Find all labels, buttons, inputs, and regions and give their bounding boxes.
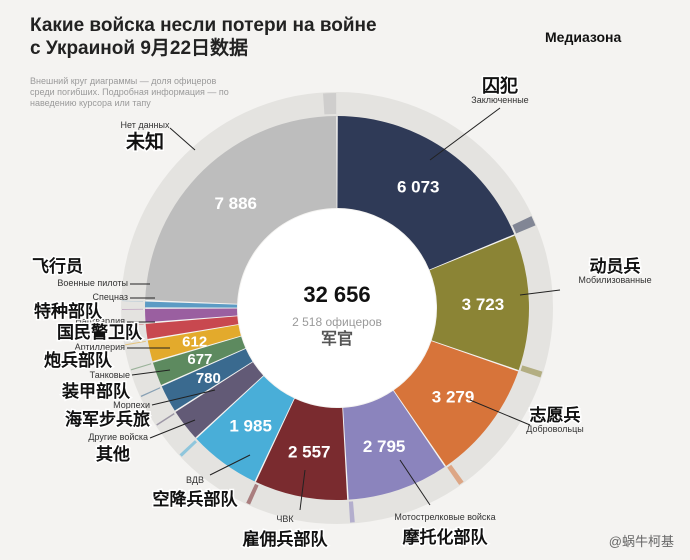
label-cn-3: 摩托化部队 (403, 527, 489, 547)
value-label-4: 2 557 (288, 442, 331, 461)
label-cn-1: 动员兵 (590, 256, 641, 276)
chart-subtitle: Внешний круг диаграммы — доля офицеров с… (30, 76, 229, 108)
officer-ring-3 (348, 501, 355, 523)
label-cn-13: 未知 (125, 130, 164, 153)
slice-9[interactable] (147, 324, 241, 362)
watermark: @蜗牛柯基 (608, 534, 674, 549)
slice-10[interactable] (145, 316, 239, 339)
officer-ring-5 (179, 440, 197, 457)
slice-11[interactable] (145, 308, 238, 323)
officer-ring-9 (125, 340, 146, 346)
officer-ring-8 (130, 363, 152, 371)
officer-ring-4 (246, 483, 259, 505)
label-ru-9: Артиллерия (75, 342, 126, 352)
value-label-7: 780 (196, 370, 221, 387)
value-label-8: 677 (187, 351, 212, 368)
slice-0[interactable] (337, 116, 515, 270)
officer-ring-6 (156, 413, 175, 426)
label-cn-8: 装甲部队 (61, 381, 131, 401)
leader-line-2 (469, 399, 531, 426)
leader-line-13 (169, 127, 196, 151)
officer-ring-0 (512, 216, 536, 234)
leader-line-0 (429, 107, 501, 161)
leader-line-3 (399, 459, 431, 506)
value-label-3: 2 795 (363, 437, 406, 456)
center-officers-cn: 军官 (321, 329, 353, 348)
label-cn-0: 囚犯 (482, 75, 518, 96)
label-ru-10: Нацгвардия (75, 316, 125, 326)
leader-line-4 (299, 469, 306, 511)
label-cn-10: 国民警卫队 (57, 322, 143, 342)
slice-6[interactable] (175, 362, 264, 438)
slice-1[interactable] (429, 235, 529, 371)
slice-2[interactable] (393, 341, 519, 466)
officer-ring-11 (122, 308, 144, 310)
leader-line-8 (131, 369, 171, 376)
outer-ring (121, 92, 553, 524)
value-label-9: 612 (182, 334, 207, 351)
label-ru-3: Мотострелковые войска (394, 512, 495, 522)
officer-ring-10 (122, 324, 144, 327)
slice-13[interactable] (145, 116, 337, 304)
label-cn-12: 飞行员 (32, 256, 83, 276)
label-ru-11: Спецназ (92, 292, 128, 302)
label-cn-6: 其他 (96, 444, 130, 464)
value-label-2: 3 279 (432, 388, 475, 407)
slice-12[interactable] (145, 301, 238, 308)
label-ru-7: Морпехи (113, 400, 150, 410)
label-ru-8: Танковые (90, 370, 130, 380)
leader-line-6 (149, 419, 196, 439)
value-label-5: 1 985 (229, 417, 272, 436)
label-ru-4: ЧВК (276, 514, 294, 524)
officer-ring-2 (447, 464, 464, 485)
label-cn-2: 志愿兵 (530, 405, 581, 425)
leader-line-7 (151, 389, 216, 406)
officer-ring-12 (122, 300, 144, 302)
brand-logo: Медиазона (545, 29, 622, 45)
label-ru-13: Нет данных (121, 120, 170, 130)
slice-3[interactable] (343, 390, 445, 500)
label-ru-0: Заключенные (471, 95, 528, 105)
leader-line-1 (519, 289, 561, 296)
label-cn-4: 雇佣兵部队 (243, 529, 329, 549)
label-ru-2: Добровольцы (526, 424, 583, 434)
center-total: 32 656 (303, 282, 370, 307)
donut-hole (238, 209, 436, 407)
value-label-1: 3 723 (462, 295, 505, 314)
label-cn-5: 空降兵部队 (153, 489, 239, 509)
officer-ring-13 (323, 93, 337, 115)
slice-8[interactable] (152, 336, 246, 385)
chart-title: Какие войска несли потери на войне с Укр… (30, 15, 377, 59)
slice-5[interactable] (196, 376, 295, 482)
label-ru-1: Мобилизованные (578, 275, 651, 285)
label-cn-11: 特种部队 (34, 301, 103, 321)
officer-ring-7 (140, 387, 161, 397)
label-cn-7: 海军步兵旅 (65, 409, 150, 429)
label-ru-12: Военные пилоты (57, 278, 128, 288)
officer-ring-1 (520, 365, 543, 378)
slice-7[interactable] (161, 348, 253, 411)
leader-line-5 (209, 454, 251, 476)
label-ru-5: ВДВ (186, 475, 204, 485)
label-ru-6: Другие войска (88, 432, 148, 442)
value-label-0: 6 073 (397, 178, 440, 197)
value-label-13: 7 886 (214, 194, 257, 213)
center-officers: 2 518 офицеров (292, 315, 382, 329)
label-cn-9: 炮兵部队 (44, 350, 113, 370)
slice-4[interactable] (255, 398, 348, 500)
